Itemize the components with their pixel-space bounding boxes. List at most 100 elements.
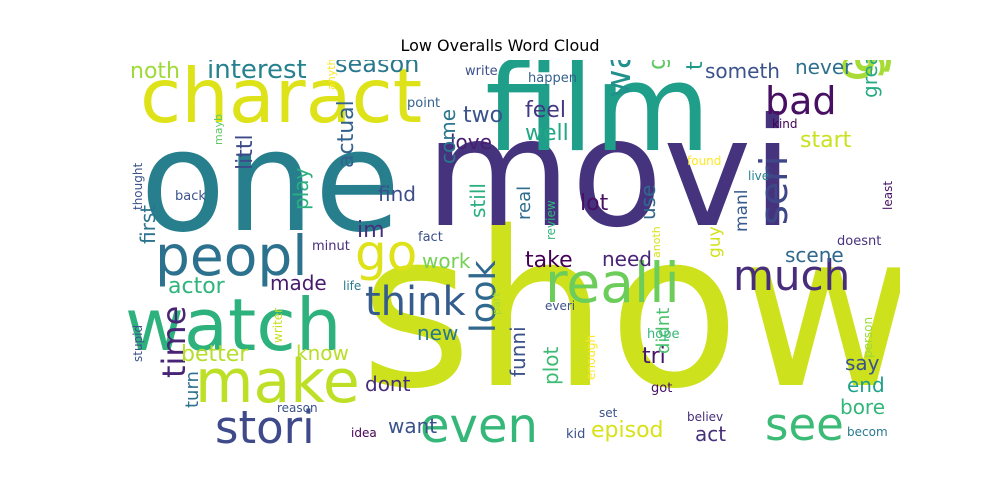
word-funni: funni — [506, 326, 530, 377]
word-bore: bore — [840, 395, 885, 419]
word-great: great — [858, 60, 882, 98]
word-least: least — [881, 181, 895, 210]
word-real: real — [514, 186, 535, 220]
word-watch: watch — [125, 283, 341, 367]
word-actual: actual — [334, 100, 359, 168]
word-never: never — [795, 60, 853, 79]
word-film: film — [485, 60, 711, 179]
word-write: write — [465, 64, 498, 79]
word-writer: writer — [271, 308, 285, 343]
word-give: give — [643, 60, 671, 70]
word-know: know — [296, 341, 349, 365]
word-dont: dont — [365, 372, 411, 396]
word-scene: scene — [785, 243, 844, 267]
word-movi: movi — [425, 87, 793, 261]
word-reason: reason — [277, 401, 318, 415]
word-bad: bad — [765, 79, 837, 123]
word-realli: realli — [545, 251, 680, 315]
word-got: got — [651, 381, 672, 396]
word-two: two — [463, 103, 503, 128]
word-start: start — [800, 128, 852, 153]
word-way: way — [599, 60, 639, 98]
word-make: make — [195, 347, 360, 417]
word-kid: kid — [566, 427, 585, 442]
word-found: found — [687, 154, 721, 168]
word-think: think — [365, 279, 467, 325]
word-idea: idea — [351, 426, 377, 440]
word-work: work — [422, 249, 471, 273]
word-set: set — [599, 406, 618, 420]
word-believ: believ — [687, 410, 723, 424]
word-manl: manl — [732, 190, 752, 232]
word-love: love — [450, 130, 492, 154]
word-anoth: anoth — [650, 226, 663, 258]
word-new: new — [417, 321, 458, 345]
word-actor: actor — [168, 274, 226, 299]
word-tri: tri — [642, 344, 666, 369]
word-becom: becom — [847, 425, 888, 439]
word-want: want — [388, 414, 437, 438]
word-happen: happen — [528, 71, 577, 86]
word-thing: thing — [683, 60, 708, 70]
word-say: say — [845, 351, 880, 375]
word-hope: hope — [647, 327, 679, 342]
word-feel: feel — [525, 98, 566, 123]
word-time: time — [155, 306, 193, 378]
word-show: show — [360, 185, 900, 436]
word-seri: seri — [752, 156, 796, 225]
word-minut: minut — [312, 239, 350, 254]
word-take: take — [525, 248, 573, 273]
word-review: review — [544, 200, 558, 240]
word-fact: fact — [418, 230, 443, 245]
word-kind: kind — [772, 117, 798, 131]
word-plot: plot — [539, 347, 563, 385]
word-part: part — [490, 292, 503, 315]
word-come: come — [436, 109, 460, 164]
word-better: better — [181, 342, 249, 367]
word-littl: littl — [233, 134, 258, 170]
word-well: well — [525, 121, 569, 146]
word-end: end — [847, 373, 885, 397]
word-interest: interest — [207, 60, 307, 85]
word-noth: noth — [130, 60, 180, 84]
word-im: im — [357, 218, 385, 243]
word-even: even — [420, 398, 538, 445]
word-use: use — [636, 185, 660, 220]
word-much: much — [733, 251, 850, 300]
word-didnt: didnt — [653, 308, 674, 354]
word-turn: turn — [182, 371, 203, 408]
word-still: still — [466, 183, 490, 218]
word-episod: episod — [591, 418, 664, 443]
word-life: life — [343, 279, 361, 293]
word-thought: thought — [131, 163, 145, 210]
word-charact: charact — [140, 60, 422, 140]
word-find: find — [378, 182, 416, 206]
word-need: need — [602, 247, 652, 271]
word-first: first — [136, 205, 160, 244]
word-season: season — [335, 60, 419, 78]
word-person: person — [861, 317, 875, 358]
word-guy: guy — [705, 226, 725, 258]
word-point: point — [407, 96, 440, 111]
word-someth: someth — [705, 60, 780, 83]
word-look: look — [464, 259, 504, 333]
word-peopl: peopl — [155, 224, 308, 288]
word-made: made — [270, 271, 327, 295]
word-act: act — [695, 422, 726, 445]
word-mayb: mayb — [212, 114, 225, 145]
word-good: good — [822, 60, 886, 82]
word-enough: enough — [584, 335, 598, 380]
word-lot: lot — [580, 191, 609, 216]
word-see: see — [765, 398, 844, 445]
word-back: back — [175, 189, 206, 204]
word-stupid: stupid — [131, 325, 145, 362]
word-live: live — [748, 169, 769, 183]
chart-title: Low Overalls Word Cloud — [400, 36, 600, 55]
word-one: one — [140, 101, 401, 264]
word-doesnt: doesnt — [837, 234, 881, 249]
word-play: play — [289, 167, 313, 210]
word-everi: everi — [545, 299, 575, 313]
word-stori: stori — [215, 401, 315, 445]
